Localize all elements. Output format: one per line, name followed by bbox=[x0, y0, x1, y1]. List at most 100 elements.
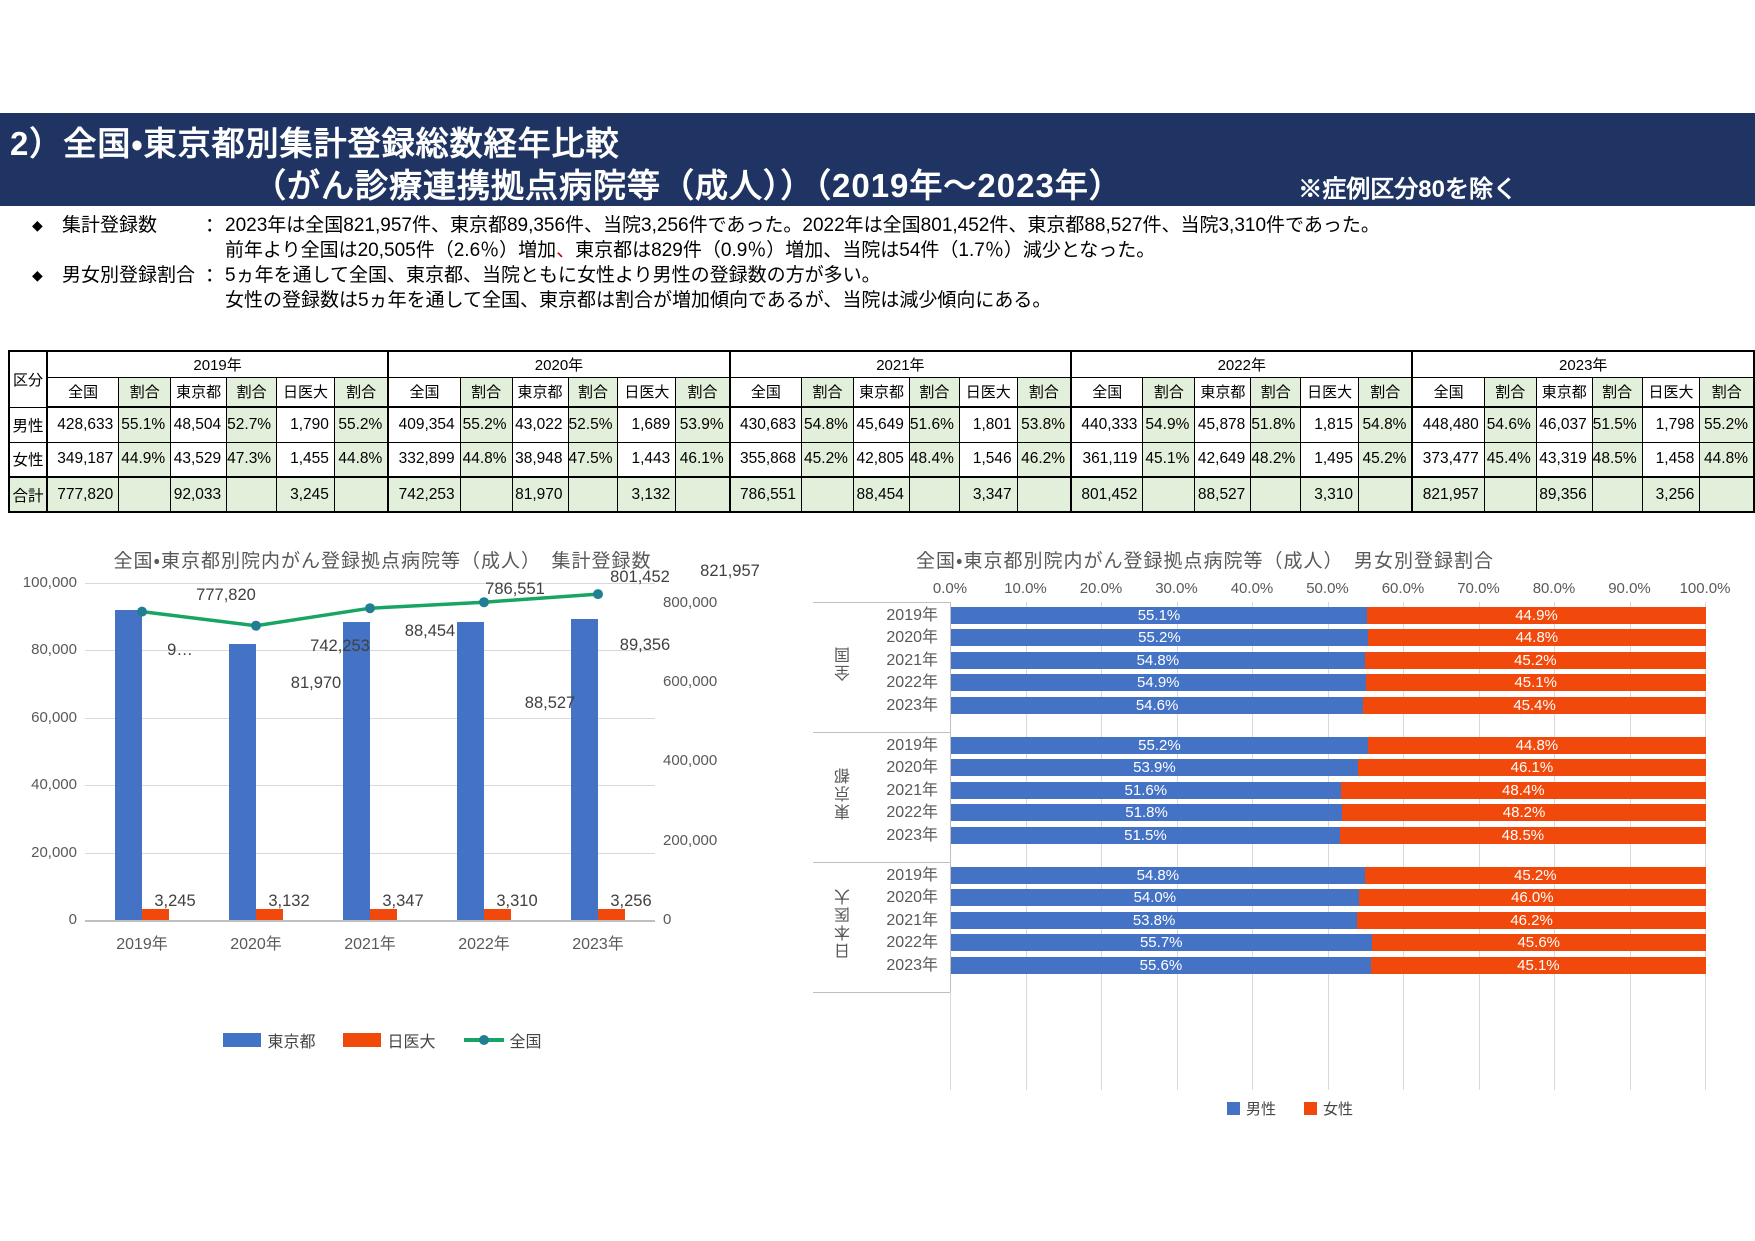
table-cell: 52.7% bbox=[226, 406, 278, 443]
table-cell: 373,477 bbox=[1411, 441, 1485, 478]
female-bar bbox=[1367, 629, 1706, 647]
male-bar bbox=[951, 826, 1340, 844]
x-axis-label: 2023年 bbox=[572, 936, 624, 953]
table-cell: 3,245 bbox=[276, 476, 335, 513]
year-label: 2020年 bbox=[886, 759, 938, 777]
table-cell: 44.8% bbox=[333, 441, 389, 478]
table-subheader: 割合 bbox=[1016, 376, 1072, 408]
bullet-colon: ： bbox=[205, 265, 225, 286]
bullet-label: 集計登録数 bbox=[62, 215, 158, 236]
table-row: 合計 777,820 92,033 3,245 742,253 81,970 3,132 78… bbox=[8, 476, 1755, 513]
bullet-colon: ： bbox=[205, 215, 225, 236]
table-cell: 349,187 bbox=[45, 441, 120, 478]
table-subheader: 全国 bbox=[387, 376, 461, 408]
bullet-text-a: 前年より全国は20,505件（2.6％）増加 bbox=[225, 240, 557, 261]
table-cell bbox=[675, 476, 731, 513]
table-subheader: 割合 bbox=[459, 376, 513, 408]
table-subheader: 割合 bbox=[1142, 376, 1196, 408]
male-data-label: 54.9% bbox=[1136, 674, 1180, 692]
tokyo-bar bbox=[115, 609, 142, 920]
table-subheader: 割合 bbox=[118, 376, 172, 408]
summary-bullet-2: ◆ 男女別登録割合 ： 5ヵ年を通して全国、東京都、当院ともに女性より男性の登録… bbox=[0, 263, 1755, 288]
summary-bullet-1-cont: 前年より全国は20,505件（2.6％）増加、東京都は829件（0.9％）増加、… bbox=[0, 238, 1755, 263]
table-cell bbox=[333, 476, 389, 513]
table-cell bbox=[1358, 476, 1413, 513]
table-cell: 428,633 bbox=[45, 406, 120, 443]
table-cell: 1,815 bbox=[1300, 406, 1360, 443]
gridline bbox=[1327, 602, 1329, 1090]
table-cell: 742,253 bbox=[387, 476, 461, 513]
nichidai-bar bbox=[484, 908, 511, 920]
male-data-label: 54.8% bbox=[1136, 651, 1180, 669]
page-title-line1: 2）全国・東京都別集計登録総数経年比較 bbox=[10, 125, 620, 162]
summary-bullet-1: ◆ 集計登録数 ： 2023年は全国821,957件、東京都89,356件、当院… bbox=[0, 213, 1755, 238]
chart-title: 全国・東京都別院内がん登録拠点病院等（成人） 集計登録数 bbox=[113, 551, 652, 572]
male-bar bbox=[951, 737, 1368, 754]
x-axis-tick: 40.0% bbox=[1230, 580, 1274, 597]
male-data-label: 55.2% bbox=[1138, 737, 1181, 754]
table-cell bbox=[567, 476, 619, 513]
gender-ratio-chart: 全国・東京都別院内がん登録拠点病院等（成人） 男女別登録割合 0.0% 10.0% 2… bbox=[755, 540, 1755, 1140]
table-cell bbox=[801, 476, 854, 513]
diamond-bullet-icon: ◆ bbox=[32, 267, 43, 283]
table-cell: 45.4% bbox=[1483, 441, 1537, 478]
year-label: 2020年 bbox=[886, 629, 938, 647]
table-cell: 54.8% bbox=[1358, 406, 1413, 443]
tokyo-data-label: 89,356 bbox=[619, 636, 671, 654]
female-bar bbox=[1364, 651, 1706, 669]
zenkoku-data-label: 821,957 bbox=[700, 562, 760, 580]
legend-female: 女性 bbox=[1304, 1098, 1353, 1119]
gridline bbox=[1629, 602, 1631, 1090]
table-cell: 47.5% bbox=[567, 441, 619, 478]
male-bar bbox=[951, 696, 1364, 714]
table-cell: 44.8% bbox=[1699, 441, 1755, 478]
female-bar bbox=[1363, 696, 1706, 714]
table-cell: 45.2% bbox=[1358, 441, 1413, 478]
right-axis-tick: 400,000 bbox=[663, 752, 718, 770]
group-label: 全国 bbox=[836, 645, 853, 681]
male-bar bbox=[951, 651, 1365, 669]
gridline bbox=[1252, 602, 1253, 1090]
female-data-label: 45.4% bbox=[1513, 696, 1556, 714]
table-cell bbox=[1483, 476, 1537, 513]
table-subheader: 全国 bbox=[1411, 376, 1485, 408]
table-cell: 3,347 bbox=[958, 476, 1018, 513]
female-data-label: 48.5% bbox=[1501, 826, 1545, 844]
legend-nichidai: 日医大 bbox=[343, 1028, 436, 1052]
table-cell: 54.6% bbox=[1483, 406, 1537, 443]
female-bar bbox=[1370, 956, 1706, 974]
table-cell: 45,878 bbox=[1194, 406, 1252, 443]
table-cell: 48.5% bbox=[1591, 441, 1643, 478]
table-cell: 92,033 bbox=[170, 476, 228, 513]
male-data-label: 54.0% bbox=[1133, 889, 1177, 907]
female-bar bbox=[1365, 674, 1706, 692]
female-bar bbox=[1367, 607, 1706, 624]
table-subheader: 割合 bbox=[1250, 376, 1302, 408]
female-data-label: 48.2% bbox=[1502, 804, 1546, 822]
male-bar bbox=[951, 759, 1358, 777]
table-cell: 448,480 bbox=[1411, 406, 1485, 443]
tokyo-data-label: 88,454 bbox=[404, 622, 456, 640]
table-cell: 1,801 bbox=[958, 406, 1018, 443]
tokyo-data-label: 9… bbox=[167, 641, 193, 659]
table-cell: 45.1% bbox=[1142, 441, 1196, 478]
table-corner-label: 区分 bbox=[8, 350, 48, 408]
female-data-label: 45.2% bbox=[1514, 867, 1557, 884]
male-data-label: 51.8% bbox=[1125, 804, 1168, 822]
table-cell: 55.2% bbox=[1699, 406, 1755, 443]
table-year-header: 2021年 bbox=[728, 350, 1072, 378]
female-data-label: 48.4% bbox=[1502, 781, 1545, 799]
tokyo-swatch-icon bbox=[223, 1033, 262, 1047]
table-cell: 42,805 bbox=[852, 441, 910, 478]
bullet-text: 2023年は全国821,957件、東京都89,356件、当院3,256件であった… bbox=[225, 215, 1380, 236]
legend-tokyo: 東京都 bbox=[223, 1028, 315, 1052]
table-cell: 45,649 bbox=[852, 406, 910, 443]
nichidai-data-label: 3,347 bbox=[382, 892, 424, 910]
group-separator bbox=[813, 862, 950, 863]
table-cell: 89,356 bbox=[1535, 476, 1593, 513]
table-cell: 1,495 bbox=[1300, 441, 1360, 478]
table-cell: 1,689 bbox=[617, 406, 677, 443]
table-subheader: 割合 bbox=[1358, 376, 1413, 408]
zenkoku-line-marker-icon bbox=[463, 1033, 504, 1047]
